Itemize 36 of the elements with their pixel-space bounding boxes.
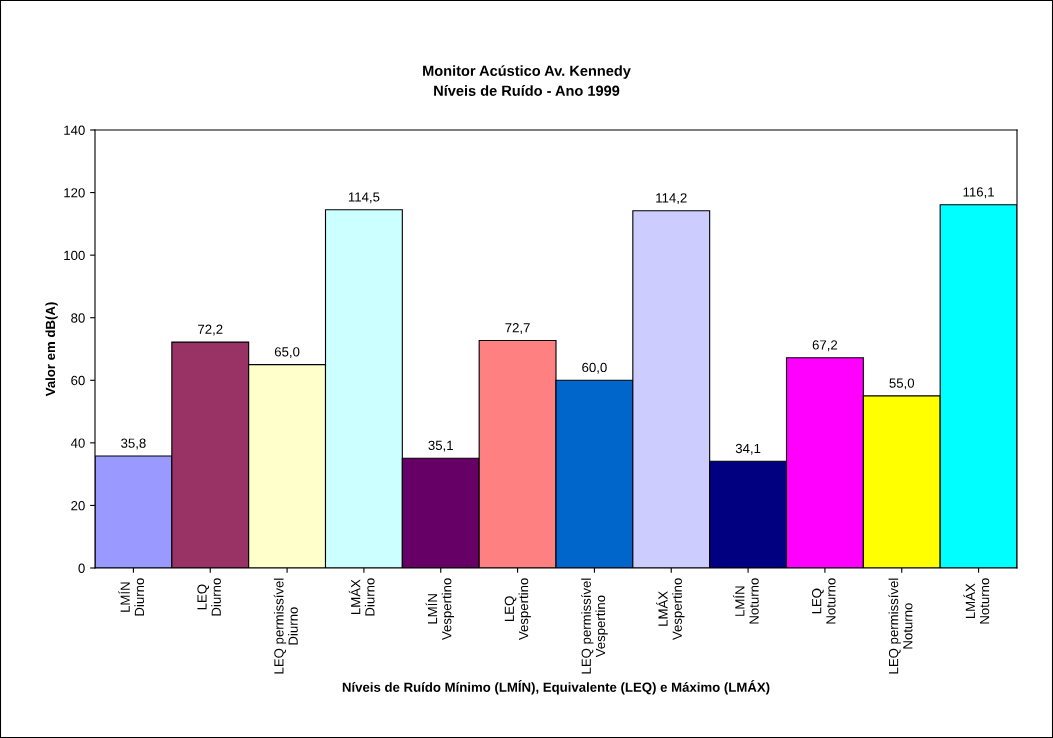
data-label: 67,2 xyxy=(812,340,838,352)
data-label: 34,1 xyxy=(735,443,761,455)
data-label: 35,8 xyxy=(121,438,146,450)
y-tick-label: 120 xyxy=(64,188,85,198)
data-label: 55,0 xyxy=(889,378,915,390)
y-tick-label: 60 xyxy=(71,375,85,386)
x-tick-label: LMÁX Vespertino xyxy=(656,578,685,641)
data-label: 60,0 xyxy=(582,362,607,374)
x-tick-label: LEQ Vespertino xyxy=(504,578,531,641)
x-tick-label: LEQ Diurno xyxy=(197,578,221,616)
data-label: 72,2 xyxy=(198,324,223,336)
x-tick-label: LMÍN Vespertino xyxy=(425,578,455,641)
x-tick-label: LMÍN Noturno xyxy=(732,578,759,624)
chart-subtitle: Níveis de Ruído - Ano 1999 xyxy=(434,85,620,96)
y-tick-label: 0 xyxy=(78,563,85,573)
data-label: 116,1 xyxy=(963,187,994,199)
y-tick-label: 20 xyxy=(71,501,85,511)
data-label: 72,7 xyxy=(505,323,530,334)
x-tick-label: LEQ permissível Vespertino xyxy=(581,578,608,674)
x-axis-title: Níveis de Ruído Mínimo (LMÍN), Equivalente (LEQ) e Máximo (LMÁX) xyxy=(342,680,770,695)
chart-title: Monitor Acústico Av. Kennedy xyxy=(423,65,631,79)
y-tick-label: 100 xyxy=(64,250,85,261)
data-label: 65,0 xyxy=(274,347,300,359)
x-tick-label: LEQ permissível Diurno xyxy=(273,578,298,674)
data-label: 35,1 xyxy=(428,440,453,452)
x-tick-label: LMÁX Noturno xyxy=(963,578,990,624)
x-tick-label: LEQ Noturno xyxy=(812,578,836,624)
x-tick-label: LMÍN Diurno xyxy=(118,578,145,616)
x-tick-label: LEQ permissível Noturno xyxy=(888,578,913,674)
data-label: 114,2 xyxy=(656,193,687,205)
x-tick-label: LMÁX Diurno xyxy=(348,578,375,616)
y-axis-title: Valor em dB(A) xyxy=(45,302,58,397)
y-tick-label: 140 xyxy=(64,125,85,135)
y-tick-label: 80 xyxy=(71,313,85,323)
data-label: 114,5 xyxy=(348,192,380,204)
y-tick-label: 40 xyxy=(70,438,85,448)
